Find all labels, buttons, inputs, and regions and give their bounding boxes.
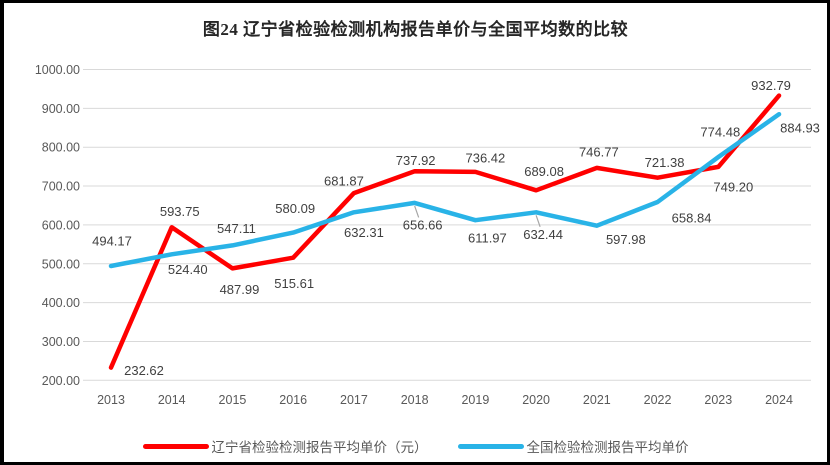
y-axis-tick-label: 600.00 (42, 218, 80, 232)
x-axis-tick-label: 2024 (765, 393, 793, 407)
liaoning-line-swatch (142, 443, 209, 449)
data-label: 681.87 (324, 174, 364, 189)
chart-title: 图24 辽宁省检验检测机构报告单价与全国平均数的比较 (202, 20, 629, 39)
y-axis-tick-label: 800.00 (42, 141, 80, 155)
y-axis-tick-label: 700.00 (42, 180, 80, 194)
data-label: 884.93 (780, 121, 820, 136)
y-axis-tick-label: 1000.00 (35, 63, 80, 77)
x-axis-tick-label: 2022 (644, 393, 672, 407)
data-label: 736.42 (465, 150, 505, 165)
data-label: 611.97 (468, 231, 507, 246)
legend-item-liaoning: 辽宁省检验检测报告平均单价（元） (142, 436, 428, 456)
x-axis-tick-label: 2021 (583, 393, 611, 407)
data-label: 746.77 (579, 144, 619, 159)
data-label: 689.08 (524, 164, 564, 179)
y-axis-tick-label: 300.00 (42, 335, 80, 349)
data-label: 232.62 (124, 363, 164, 378)
x-axis-tick-label: 2020 (522, 393, 550, 407)
data-label: 487.99 (220, 282, 260, 297)
x-axis-tick-label: 2016 (279, 393, 307, 407)
national-line-swatch (457, 443, 524, 449)
data-label: 721.38 (645, 155, 685, 170)
y-axis-tick-label: 900.00 (42, 102, 80, 116)
y-axis-tick-label: 400.00 (42, 296, 80, 310)
data-label: 580.09 (275, 201, 315, 216)
leader-line (535, 215, 541, 227)
x-axis-tick-label: 2014 (158, 393, 186, 407)
data-label: 774.48 (700, 125, 740, 140)
data-label: 547.11 (217, 221, 256, 236)
x-axis-tick-label: 2015 (219, 393, 247, 407)
leader-line (414, 205, 420, 218)
data-label: 593.75 (160, 204, 200, 219)
liaoning-legend-label: 辽宁省检验检测报告平均单价（元） (211, 440, 428, 455)
x-axis-tick-label: 2018 (401, 393, 429, 407)
liaoning-series-line (108, 93, 782, 370)
data-label: 494.17 (92, 234, 132, 249)
y-axis-tick-label: 200.00 (42, 374, 80, 388)
data-label: 932.79 (751, 78, 791, 93)
data-label: 737.92 (396, 153, 436, 168)
x-axis-tick-label: 2017 (340, 393, 368, 407)
data-label: 658.84 (672, 211, 712, 226)
data-label: 524.40 (168, 262, 208, 277)
data-label: 749.20 (713, 179, 753, 194)
chart-legend: 辽宁省检验检测报告平均单价（元） 全国检验检测报告平均单价 (4, 436, 827, 456)
legend-item-national: 全国检验检测报告平均单价 (457, 436, 689, 456)
line-chart-plot: 200.00 300.00 400.00 500.00 600.00 700.00 800.… (35, 63, 820, 407)
data-label: 632.44 (523, 227, 563, 242)
data-label: 656.66 (403, 217, 443, 232)
data-label: 597.98 (606, 232, 646, 247)
data-label: 632.31 (344, 225, 384, 240)
national-legend-label: 全国检验检测报告平均单价 (526, 440, 689, 455)
y-axis-tick-label: 500.00 (42, 257, 80, 271)
x-axis-tick-label: 2019 (461, 393, 489, 407)
national-series-line (108, 111, 782, 269)
x-axis-tick-label: 2023 (704, 393, 732, 407)
x-axis-tick-label: 2013 (97, 393, 125, 407)
data-label: 515.61 (274, 276, 314, 291)
